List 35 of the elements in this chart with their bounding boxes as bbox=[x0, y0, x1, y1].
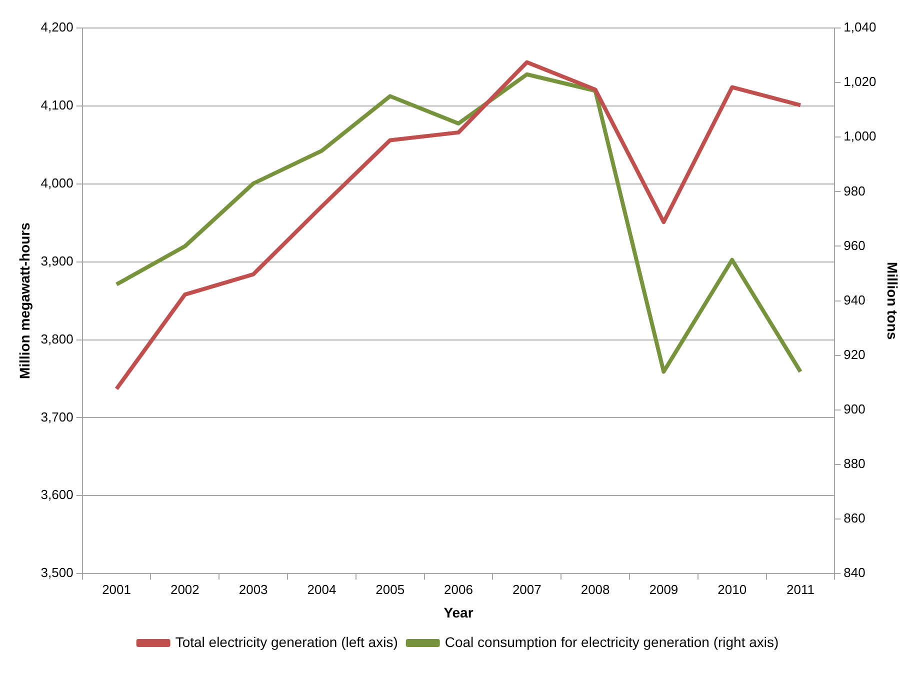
x-tick-label: 2006 bbox=[444, 582, 473, 597]
x-tick-label: 2008 bbox=[580, 582, 610, 597]
x-tick-label: 2001 bbox=[102, 582, 131, 597]
y-axis-title: Million megawatt-hours bbox=[16, 222, 32, 379]
y-tick-label: 4,200 bbox=[40, 20, 74, 35]
y2-tick-label: 840 bbox=[844, 565, 866, 580]
y-tick-label: 4,100 bbox=[40, 98, 74, 113]
x-tick-label: 2009 bbox=[649, 582, 678, 597]
y2-tick-label: 1,040 bbox=[844, 20, 876, 35]
y2-tick-label: 900 bbox=[844, 402, 866, 416]
y-tick-label: 3,900 bbox=[40, 253, 74, 268]
x-tick-label: 2003 bbox=[238, 582, 268, 597]
y2-tick-label: 940 bbox=[844, 292, 866, 308]
x-tick-label: 2005 bbox=[376, 582, 405, 597]
y2-tick-label: 920 bbox=[844, 346, 866, 362]
x-tick-label: 2004 bbox=[307, 582, 336, 597]
x-tick-label: 2007 bbox=[512, 582, 542, 597]
y-tick-label: 3,600 bbox=[40, 487, 74, 502]
legend-label: Total electricity generation (left axis) bbox=[175, 634, 398, 650]
x-tick-label: 2011 bbox=[786, 582, 814, 597]
y2-tick-label: 860 bbox=[844, 510, 866, 526]
y-tick-label: 3,700 bbox=[40, 409, 74, 424]
x-tick-label: 2002 bbox=[170, 582, 200, 597]
x-tick-label: 2010 bbox=[718, 582, 747, 597]
y-tick-label: 4,000 bbox=[40, 175, 74, 190]
legend-label: Coal consumption for electricity generation (right axis) bbox=[444, 634, 779, 650]
y2-tick-label: 980 bbox=[844, 183, 866, 198]
y-tick-label: 3,800 bbox=[40, 331, 74, 346]
y2-tick-label: 960 bbox=[844, 238, 866, 253]
y2-tick-label: 880 bbox=[844, 456, 866, 472]
x-axis-title: Year bbox=[444, 604, 474, 620]
y2-axis-title: Million tons bbox=[884, 262, 901, 340]
y-tick-label: 3,500 bbox=[40, 565, 74, 580]
y2-tick-label: 1,000 bbox=[844, 128, 876, 144]
y2-tick-label: 1,020 bbox=[844, 74, 876, 90]
